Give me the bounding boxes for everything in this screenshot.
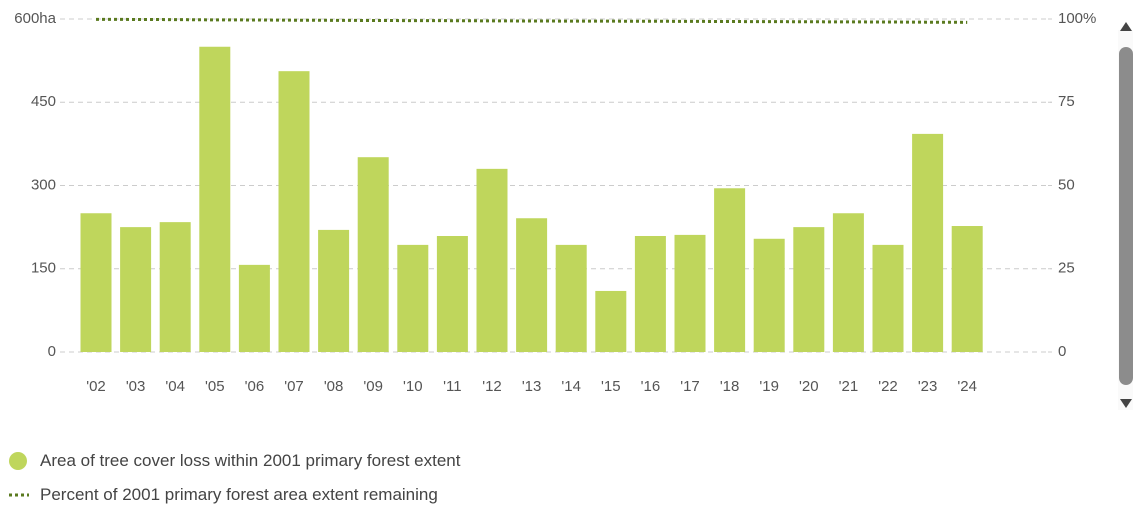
x-tick-label: '10 [403, 378, 423, 395]
x-tick-label: '21 [839, 378, 859, 395]
bar [80, 213, 112, 352]
x-tick-label: '15 [601, 378, 621, 395]
bar [278, 71, 310, 353]
x-tick-label: '11 [443, 378, 461, 395]
bar [674, 234, 706, 352]
x-tick-label: '16 [641, 378, 661, 395]
x-tick-label: '05 [205, 378, 225, 395]
x-tick-label: '19 [759, 378, 779, 395]
line [95, 17, 968, 24]
bar [714, 188, 746, 352]
x-tick-label: '07 [284, 378, 304, 395]
bar [872, 244, 904, 352]
chart: 0 150 300 450 600ha 0 25 50 75 100% '02 '03 '04 '05 '0… [14, 10, 1133, 410]
bar [397, 244, 429, 352]
x-tick-label: '08 [324, 378, 344, 395]
x-tick-label: '23 [918, 378, 938, 395]
x-tick-label: '02 [86, 378, 106, 395]
bar [951, 226, 983, 352]
x-tick-label: '24 [957, 378, 977, 395]
legend-swatch [9, 493, 29, 497]
y2-tick-label: 0 [1058, 343, 1066, 360]
bar [634, 236, 666, 352]
y2-tick-label: 25 [1058, 260, 1075, 277]
scroll-up[interactable] [1120, 22, 1132, 31]
scroll-down[interactable] [1120, 399, 1132, 408]
bar [476, 168, 508, 352]
x-tick-label: '06 [245, 378, 265, 395]
bar [912, 133, 944, 352]
y-tick-label: 150 [31, 260, 56, 277]
legend-item: Area of tree cover loss within 2001 prim… [8, 450, 460, 472]
bar [436, 236, 468, 352]
x-tick-label: '14 [561, 378, 581, 395]
bar [159, 222, 191, 352]
bar [199, 46, 231, 352]
bar [793, 227, 825, 352]
y-tick-label: 600ha [14, 10, 56, 27]
x-tick-label: '03 [126, 378, 146, 395]
x-tick-label: '20 [799, 378, 819, 395]
legend-label: Percent of 2001 primary forest area exte… [40, 485, 438, 504]
bar [238, 264, 270, 352]
x-tick-label: '09 [363, 378, 383, 395]
legend-item: Percent of 2001 primary forest area exte… [8, 484, 438, 506]
y2-tick-label: 50 [1058, 176, 1075, 193]
y-tick-label: 0 [48, 343, 56, 360]
bar [318, 229, 350, 352]
bar [555, 244, 587, 352]
x-tick-label: '22 [878, 378, 898, 395]
bar [832, 213, 864, 352]
bar [357, 157, 389, 352]
y2-tick-label: 100% [1058, 10, 1096, 27]
x-tick-label: '13 [522, 378, 542, 395]
legend-label: Area of tree cover loss within 2001 prim… [40, 451, 461, 470]
x-tick-label: '04 [165, 378, 185, 395]
x-tick-label: '17 [680, 378, 700, 395]
x-tick-label: '12 [482, 378, 502, 395]
y2-tick-label: 75 [1058, 93, 1075, 110]
y-tick-label: 450 [31, 93, 56, 110]
bar [120, 227, 152, 352]
bar [516, 218, 548, 352]
scrollbar-thumb[interactable] [1119, 47, 1133, 385]
bar [595, 290, 627, 352]
x-tick-label: '18 [720, 378, 740, 395]
bar [753, 238, 785, 352]
y-tick-label: 300 [31, 176, 56, 193]
legend-swatch [9, 452, 27, 470]
